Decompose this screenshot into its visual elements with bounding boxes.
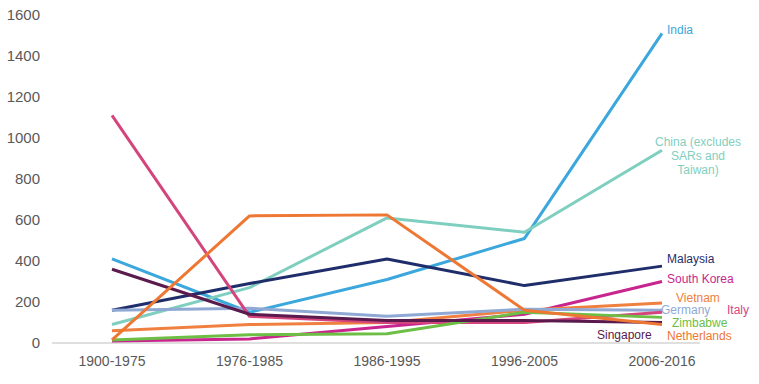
series-line: [112, 215, 662, 340]
series-label: Zimbabwe: [672, 316, 728, 330]
x-tick-label: 1900-1975: [79, 353, 146, 369]
y-tick-label: 1000: [7, 129, 40, 146]
y-tick-label: 1400: [7, 47, 40, 64]
x-tick-label: 1996-2005: [491, 353, 558, 369]
series-line: [112, 33, 662, 312]
y-tick-label: 0: [32, 334, 40, 351]
x-axis: [52, 343, 700, 344]
series-line: [112, 115, 662, 322]
lines: [112, 33, 662, 341]
y-tick-label: 800: [15, 170, 40, 187]
x-tick-label: 1986-1995: [354, 353, 421, 369]
x-tick-label: 1976-1985: [216, 353, 283, 369]
series-line: [112, 282, 662, 341]
series-label: Singapore: [597, 328, 652, 342]
series-label: India: [667, 23, 693, 37]
series-label: Malaysia: [667, 252, 715, 266]
x-tick-label: 2006-2016: [629, 353, 696, 369]
chart: 0 200 400 600 800 1000 1200 1400 1600 1900-1975 19…: [0, 0, 759, 384]
series-label: South Korea: [667, 272, 734, 286]
y-tick-label: 600: [15, 211, 40, 228]
series-label: Germany: [661, 303, 710, 317]
series-label: Italy: [727, 303, 749, 317]
y-tick-label: 200: [15, 293, 40, 310]
y-tick-label: 400: [15, 252, 40, 269]
series-label: Netherlands: [667, 329, 732, 343]
y-tick-label: 1200: [7, 88, 40, 105]
series-label: China (excludesSARs andTaiwan): [655, 135, 741, 177]
y-tick-label: 1600: [7, 6, 40, 23]
